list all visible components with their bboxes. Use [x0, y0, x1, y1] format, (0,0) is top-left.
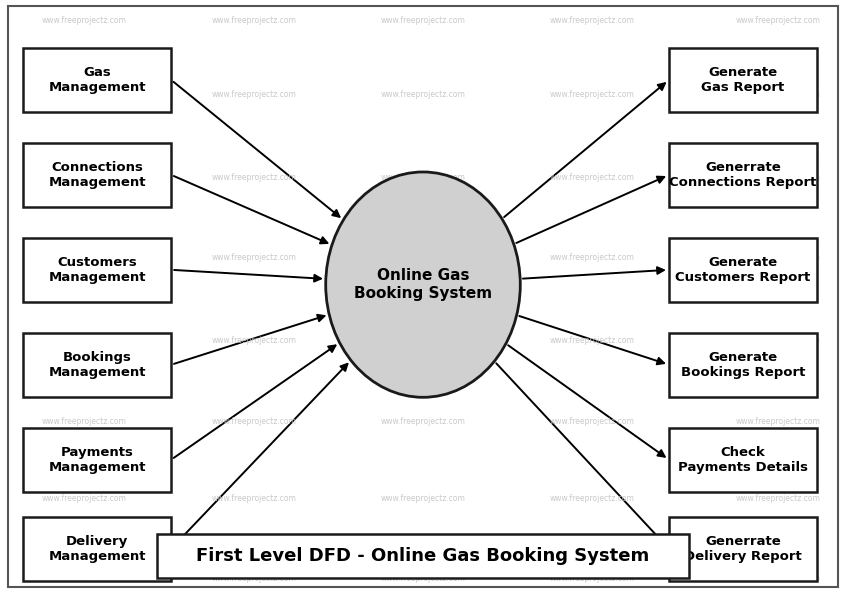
Text: www.freeprojectz.com: www.freeprojectz.com — [212, 416, 296, 426]
Text: Generrate
Delivery Report: Generrate Delivery Report — [684, 534, 802, 563]
Text: www.freeprojectz.com: www.freeprojectz.com — [42, 90, 127, 100]
FancyBboxPatch shape — [24, 143, 171, 207]
Text: Payments
Management: Payments Management — [48, 445, 146, 474]
Text: www.freeprojectz.com: www.freeprojectz.com — [736, 416, 821, 426]
Text: www.freeprojectz.com: www.freeprojectz.com — [381, 90, 465, 100]
Text: www.freeprojectz.com: www.freeprojectz.com — [42, 573, 127, 583]
FancyBboxPatch shape — [668, 143, 816, 207]
Text: www.freeprojectz.com: www.freeprojectz.com — [212, 493, 296, 503]
Text: www.freeprojectz.com: www.freeprojectz.com — [736, 173, 821, 183]
FancyBboxPatch shape — [24, 333, 171, 397]
FancyBboxPatch shape — [24, 517, 171, 581]
Text: www.freeprojectz.com: www.freeprojectz.com — [550, 16, 634, 25]
Text: www.freeprojectz.com: www.freeprojectz.com — [736, 493, 821, 503]
Text: First Level DFD - Online Gas Booking System: First Level DFD - Online Gas Booking Sys… — [196, 547, 650, 565]
FancyBboxPatch shape — [668, 428, 816, 492]
Text: Online Gas
Booking System: Online Gas Booking System — [354, 269, 492, 301]
Text: www.freeprojectz.com: www.freeprojectz.com — [212, 16, 296, 25]
Text: www.freeprojectz.com: www.freeprojectz.com — [42, 416, 127, 426]
Text: www.freeprojectz.com: www.freeprojectz.com — [381, 173, 465, 183]
Text: www.freeprojectz.com: www.freeprojectz.com — [381, 416, 465, 426]
Text: www.freeprojectz.com: www.freeprojectz.com — [381, 573, 465, 583]
Text: Generrate
Connections Report: Generrate Connections Report — [669, 161, 816, 189]
FancyBboxPatch shape — [24, 428, 171, 492]
Text: Generate
Customers Report: Generate Customers Report — [675, 256, 810, 284]
Text: www.freeprojectz.com: www.freeprojectz.com — [212, 573, 296, 583]
Text: www.freeprojectz.com: www.freeprojectz.com — [42, 493, 127, 503]
Text: www.freeprojectz.com: www.freeprojectz.com — [212, 336, 296, 346]
Text: www.freeprojectz.com: www.freeprojectz.com — [550, 253, 634, 263]
FancyBboxPatch shape — [668, 517, 816, 581]
FancyBboxPatch shape — [24, 238, 171, 302]
Text: www.freeprojectz.com: www.freeprojectz.com — [42, 336, 127, 346]
Text: www.freeprojectz.com: www.freeprojectz.com — [736, 253, 821, 263]
Text: Bookings
Management: Bookings Management — [48, 350, 146, 379]
Text: Customers
Management: Customers Management — [48, 256, 146, 284]
Ellipse shape — [326, 172, 520, 397]
Text: www.freeprojectz.com: www.freeprojectz.com — [42, 173, 127, 183]
Text: www.freeprojectz.com: www.freeprojectz.com — [381, 493, 465, 503]
Text: Gas
Management: Gas Management — [48, 66, 146, 94]
Text: www.freeprojectz.com: www.freeprojectz.com — [381, 336, 465, 346]
Text: www.freeprojectz.com: www.freeprojectz.com — [550, 493, 634, 503]
Text: www.freeprojectz.com: www.freeprojectz.com — [381, 16, 465, 25]
Text: www.freeprojectz.com: www.freeprojectz.com — [550, 173, 634, 183]
FancyBboxPatch shape — [8, 6, 838, 587]
Text: www.freeprojectz.com: www.freeprojectz.com — [550, 90, 634, 100]
Text: Generate
Bookings Report: Generate Bookings Report — [680, 350, 805, 379]
Text: www.freeprojectz.com: www.freeprojectz.com — [550, 416, 634, 426]
FancyBboxPatch shape — [157, 534, 689, 578]
Text: www.freeprojectz.com: www.freeprojectz.com — [381, 253, 465, 263]
FancyBboxPatch shape — [24, 48, 171, 112]
Text: Delivery
Management: Delivery Management — [48, 534, 146, 563]
Text: www.freeprojectz.com: www.freeprojectz.com — [212, 253, 296, 263]
Text: www.freeprojectz.com: www.freeprojectz.com — [550, 573, 634, 583]
Text: Check
Payments Details: Check Payments Details — [678, 445, 808, 474]
Text: Connections
Management: Connections Management — [48, 161, 146, 189]
Text: www.freeprojectz.com: www.freeprojectz.com — [736, 336, 821, 346]
Text: www.freeprojectz.com: www.freeprojectz.com — [212, 173, 296, 183]
Text: Generate
Gas Report: Generate Gas Report — [701, 66, 784, 94]
Text: www.freeprojectz.com: www.freeprojectz.com — [42, 16, 127, 25]
Text: www.freeprojectz.com: www.freeprojectz.com — [736, 16, 821, 25]
FancyBboxPatch shape — [668, 48, 816, 112]
FancyBboxPatch shape — [668, 333, 816, 397]
FancyBboxPatch shape — [668, 238, 816, 302]
Text: www.freeprojectz.com: www.freeprojectz.com — [550, 336, 634, 346]
Text: www.freeprojectz.com: www.freeprojectz.com — [736, 573, 821, 583]
Text: www.freeprojectz.com: www.freeprojectz.com — [42, 253, 127, 263]
Text: www.freeprojectz.com: www.freeprojectz.com — [212, 90, 296, 100]
Text: www.freeprojectz.com: www.freeprojectz.com — [736, 90, 821, 100]
